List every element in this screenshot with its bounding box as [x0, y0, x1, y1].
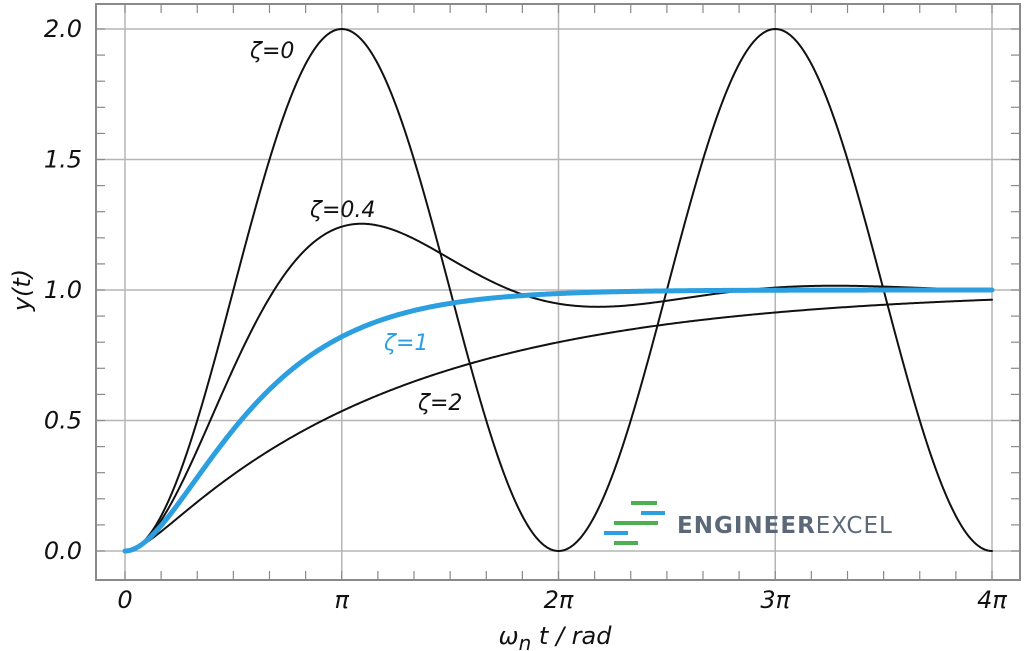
label-zeta-1: ζ=1: [383, 331, 428, 356]
x-tick-label-3: 3π: [760, 586, 790, 614]
x-tick-label-2: 2π: [544, 586, 574, 614]
x-tick-label-1: π: [335, 586, 350, 614]
series-line-zeta-0: [124, 28, 993, 552]
y-axis-title: y(t): [8, 269, 36, 312]
series-line-zeta-2: [124, 298, 993, 552]
curves: [122, 28, 995, 554]
x-axis-title: ωn t / rad: [499, 622, 613, 651]
y-tick-label-4: 2.0: [44, 15, 82, 43]
series-line-zeta-1: [122, 287, 995, 554]
y-tick-label-0: 0.0: [44, 537, 82, 565]
engineerexcel-logo: ENGINEEREXCEL: [604, 501, 893, 545]
y-tick-label-1: 0.5: [44, 407, 82, 435]
y-tick-label-3: 1.5: [44, 146, 82, 174]
y-tick-labels: 0.0 0.5 1.0 1.5 2.0: [44, 15, 82, 565]
logo-text-excel: EXCEL: [816, 513, 893, 539]
x-tick-label-0: 0: [117, 586, 132, 614]
y-tick-label-2: 1.0: [44, 276, 82, 304]
label-zeta-2: ζ=2: [417, 391, 462, 416]
logo-text-engineer: ENGINEER: [677, 513, 816, 539]
x-axis-title-subscript: n: [519, 631, 532, 651]
label-zeta-0-4: ζ=0.4: [309, 198, 375, 223]
minor-ticks: [96, 4, 1020, 580]
x-axis-title-omega: ω: [499, 622, 519, 650]
x-tick-labels: 0 π 2π 3π 4π: [117, 586, 1007, 614]
logo-mark-icon: [604, 501, 665, 545]
label-zeta-0: ζ=0: [249, 39, 294, 64]
x-axis-title-rest: t / rad: [531, 622, 612, 650]
logo-text: ENGINEEREXCEL: [677, 513, 893, 539]
series-line-zeta-0-4: [124, 222, 993, 552]
x-tick-label-4: 4π: [977, 586, 1007, 614]
